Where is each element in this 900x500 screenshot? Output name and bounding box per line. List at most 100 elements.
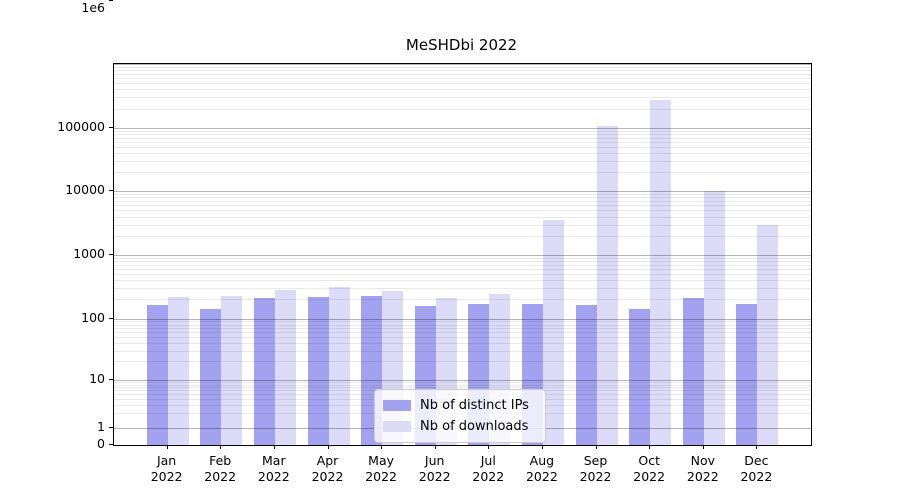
y-axis-tick-label: 1: [97, 418, 105, 434]
x-axis-tick-mark: [166, 445, 168, 449]
gridline-minor: [114, 299, 811, 301]
bar-downloads-feb: [221, 295, 243, 445]
bar-distinct-ips-apr: [307, 297, 329, 445]
gridline-major: [114, 254, 811, 256]
x-axis-tick-label: Jul 2022: [472, 453, 505, 484]
gridline-minor: [114, 324, 811, 326]
bar-downloads-apr: [328, 286, 350, 445]
chart-title: MeSHDbi 2022: [405, 36, 518, 54]
x-axis-tick-label: Sep 2022: [579, 453, 612, 484]
gridline-minor: [114, 141, 811, 143]
gridline-minor: [114, 350, 811, 352]
gridline-minor: [114, 78, 811, 80]
y-axis-tick-mark: [109, 426, 113, 428]
bar-distinct-ips-sep: [575, 304, 597, 445]
gridline-minor: [114, 70, 811, 72]
gridline-minor: [114, 384, 811, 386]
y-axis-tick-label: 1e6: [81, 0, 105, 15]
bar-downloads-nov: [703, 191, 725, 445]
gridline-minor: [114, 137, 811, 139]
bar-downloads-mar: [274, 290, 296, 445]
bar-distinct-ips-mar: [253, 298, 275, 445]
x-axis-tick-mark: [220, 445, 222, 449]
x-axis-tick-mark: [702, 445, 704, 449]
y-axis-tick-mark: [109, 0, 113, 1]
gridline-minor: [114, 133, 811, 135]
x-axis-tick-label: May 2022: [365, 453, 397, 484]
y-axis-tick-mark: [109, 444, 113, 445]
gridline-major: [114, 379, 811, 381]
x-axis-tick-label: Mar 2022: [257, 453, 290, 484]
gridline-minor: [114, 130, 811, 132]
y-axis-tick-label: 100000: [57, 118, 105, 134]
gridline-minor: [114, 201, 811, 203]
gridline-major: [114, 318, 811, 320]
gridline-minor: [114, 342, 811, 344]
gridline-minor: [114, 261, 811, 262]
x-axis-tick-mark: [381, 445, 383, 449]
gridline-minor: [114, 160, 811, 162]
x-axis-tick-mark: [327, 445, 329, 449]
gridline-minor: [114, 280, 811, 282]
x-axis-tick-mark: [595, 445, 597, 449]
gridline-minor: [114, 224, 811, 226]
y-axis-tick-mark: [109, 253, 113, 255]
gridline-major: [114, 64, 811, 65]
bar-downloads-aug: [542, 220, 564, 445]
gridline-minor: [114, 73, 811, 75]
x-axis-tick-label: Feb 2022: [204, 453, 237, 484]
gridline-minor: [114, 264, 811, 266]
bar-distinct-ips-jan: [146, 304, 168, 445]
x-axis-tick-label: Jan 2022: [150, 453, 183, 484]
x-axis-tick-label: Oct 2022: [633, 453, 666, 484]
x-axis-tick-label: Aug 2022: [525, 453, 558, 484]
bar-distinct-ips-feb: [200, 309, 222, 445]
y-axis-tick-mark: [109, 190, 113, 192]
legend-label-distinct-ips: Nb of distinct IPs: [420, 398, 529, 413]
y-axis-tick-mark: [109, 317, 113, 319]
gridline-minor: [114, 197, 811, 199]
legend-swatch-distinct-ips: [383, 400, 411, 411]
gridline-minor: [114, 194, 811, 196]
bar-downloads-sep: [596, 125, 618, 445]
y-axis-tick-label: 10: [89, 370, 105, 386]
gridline-minor: [114, 382, 811, 383]
gridline-minor: [114, 66, 811, 68]
gridline-minor: [114, 216, 811, 218]
bar-distinct-ips-dec: [736, 303, 758, 445]
x-axis-tick-mark: [434, 445, 436, 449]
gridline-minor: [114, 210, 811, 212]
gridline-minor: [114, 257, 811, 259]
x-axis-tick-label: Nov 2022: [686, 453, 719, 484]
x-axis-tick-label: Jun 2022: [418, 453, 451, 484]
plot-area: Nb of distinct IPs Nb of downloads: [113, 63, 812, 446]
legend-item-distinct-ips: Nb of distinct IPs: [383, 395, 537, 416]
gridline-minor: [114, 97, 811, 99]
gridline-minor: [114, 332, 811, 334]
bar-distinct-ips-nov: [682, 298, 704, 445]
gridline-major: [114, 127, 811, 129]
legend-label-downloads: Nb of downloads: [420, 419, 529, 434]
y-axis-tick-label: 10000: [65, 182, 105, 198]
x-axis-tick-mark: [649, 445, 651, 449]
y-axis-tick-label: 1000: [73, 245, 105, 261]
gridline-minor: [114, 321, 811, 323]
gridline-minor: [114, 89, 811, 91]
x-axis-tick-label: Apr 2022: [311, 453, 344, 484]
bar-downloads-oct: [650, 99, 672, 445]
gridline-major: [114, 191, 811, 193]
gridline-minor: [114, 108, 811, 110]
bar-downloads-dec: [757, 224, 779, 445]
gridline-minor: [114, 146, 811, 148]
gridline-minor: [114, 235, 811, 237]
legend-item-downloads: Nb of downloads: [383, 416, 537, 437]
y-axis-tick-mark: [109, 126, 113, 128]
x-axis-tick-mark: [756, 445, 758, 449]
gridline-minor: [114, 205, 811, 207]
gridline-minor: [114, 83, 811, 85]
bar-downloads-jan: [167, 297, 189, 445]
x-axis-tick-mark: [541, 445, 543, 449]
bar-distinct-ips-oct: [629, 308, 651, 445]
legend: Nb of distinct IPs Nb of downloads: [374, 389, 546, 443]
